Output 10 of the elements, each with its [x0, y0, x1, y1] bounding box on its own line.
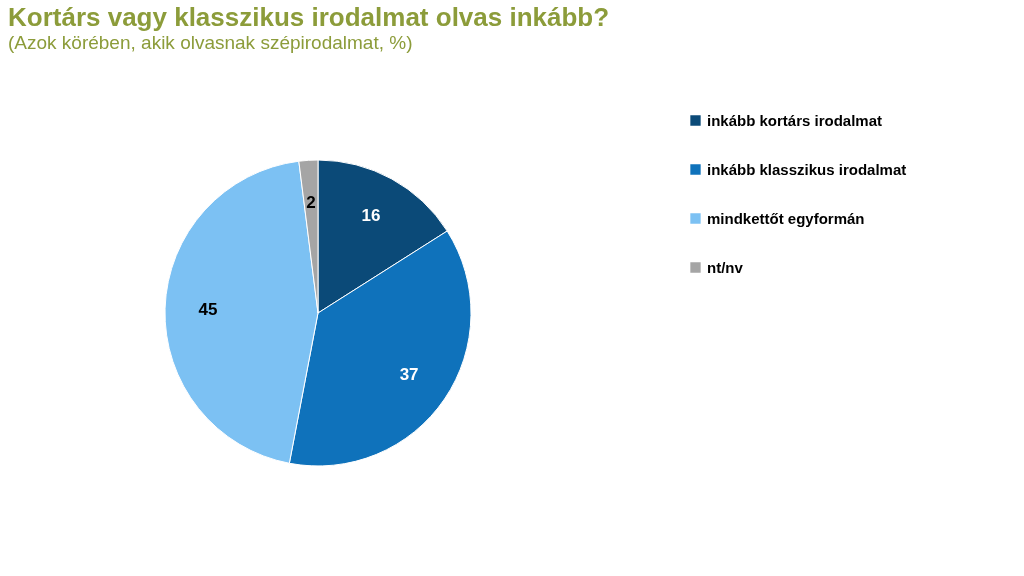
legend-label: mindkettőt egyformán [707, 209, 865, 227]
legend-label: nt/nv [707, 258, 744, 276]
data-label: 45 [198, 299, 218, 319]
legend-label: inkább kortárs irodalmat [707, 111, 883, 129]
data-label: 16 [361, 206, 381, 226]
data-label: 37 [399, 364, 419, 384]
chart-subtitle: (Azok körében, akik olvasnak szépirodalmat, %) [8, 32, 413, 53]
legend-label: inkább klasszikus irodalmat [707, 160, 907, 178]
chart-title: Kortárs vagy klasszikus irodalmat olvas inkább? [8, 2, 610, 32]
data-label: 2 [306, 193, 316, 213]
